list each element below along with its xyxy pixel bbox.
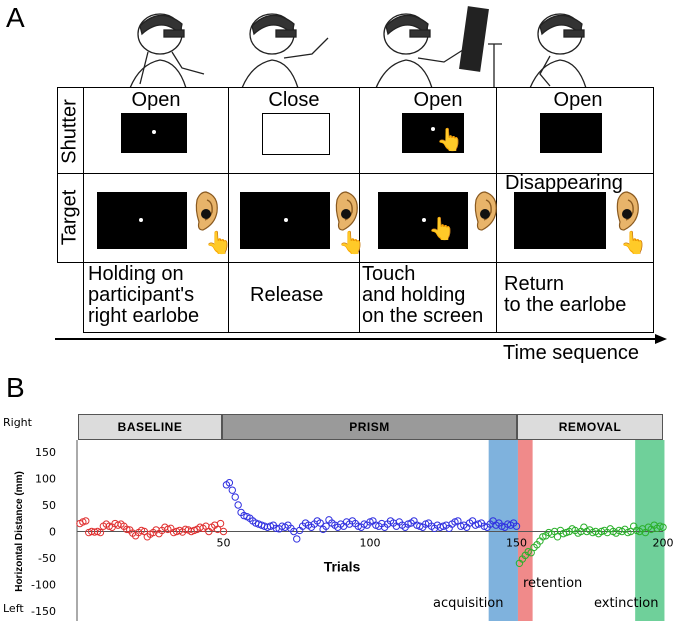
description-2: Release <box>250 285 360 306</box>
removal-data-point <box>553 533 562 541</box>
removal-data-point <box>659 523 667 531</box>
target-row-label-cell <box>57 173 84 263</box>
prism-data-point <box>512 522 521 530</box>
y-tick-label: -100 <box>31 579 56 592</box>
target-dot <box>422 218 426 222</box>
description-3: Touch and holding on the screen <box>362 264 498 327</box>
shutter-screen-3: 👆 <box>402 113 464 153</box>
shutter-screen-2-closed <box>262 113 330 155</box>
y-tick-label: 150 <box>35 446 56 459</box>
target-screen-3: 👆 <box>378 192 468 249</box>
x-tick-label: 150 <box>506 537 527 550</box>
target-screen-1 <box>97 192 187 249</box>
target-row-label: Target <box>58 189 81 246</box>
hand-icon: 👆 <box>205 230 233 255</box>
x-tick-label: 50 <box>217 537 231 550</box>
scatter-plot: 150 100 50 0 -50 -100 -150 50 100 150 200 Trials Hor… <box>14 440 674 621</box>
ear-icon <box>474 191 497 231</box>
shutter-state-2: Close <box>268 89 320 111</box>
y-tick-label: -150 <box>31 605 56 618</box>
prism-data-point <box>228 486 236 494</box>
description-3-line-2: and holding <box>362 284 466 306</box>
shutter-state-4: Open <box>553 89 603 111</box>
disappearing-label: Disappearing <box>505 172 623 194</box>
participant-figure-3 <box>375 6 502 89</box>
y-tick-label: 0 <box>49 526 56 539</box>
target-dot <box>152 130 156 134</box>
description-cell-4 <box>496 262 654 333</box>
left-direction-label: Left <box>3 602 24 615</box>
shutter-state-1: Open <box>131 89 181 111</box>
retention-annotation: retention <box>523 576 583 591</box>
prism-data-point <box>322 522 330 530</box>
target-dot <box>284 218 288 222</box>
hand-icon: 👆 <box>620 230 648 255</box>
extinction-annotation: extinction <box>594 596 659 611</box>
baseline-data-point <box>216 519 225 528</box>
hand-icon: 👆 <box>338 230 366 255</box>
description-1-line-1: Holding on <box>88 263 184 285</box>
x-tick-label: 100 <box>360 537 381 550</box>
participant-figure-2 <box>241 13 329 89</box>
description-4: Return to the earlobe <box>504 274 654 316</box>
baseline-data-point <box>123 525 131 534</box>
phase-prism: PRISM <box>222 414 517 440</box>
y-axis-label: Horizontal Distance (mm) <box>14 471 25 592</box>
panel-b-letter: B <box>6 372 25 403</box>
y-tick-label: 50 <box>42 499 56 512</box>
description-4-line-1: Return <box>504 273 565 295</box>
right-direction-label: Right <box>3 416 32 429</box>
prism-data-point <box>316 519 324 527</box>
acquisition-annotation: acquisition <box>433 596 504 611</box>
pointing-hand-icon: 👆 <box>436 127 464 152</box>
baseline-data-point <box>87 527 96 536</box>
target-dot <box>431 127 435 131</box>
description-cell-1 <box>83 262 229 333</box>
shutter-screen-1 <box>121 113 187 153</box>
ear-icon <box>195 191 218 231</box>
description-cell-2 <box>228 262 360 333</box>
description-4-line-2: to the earlobe <box>504 294 627 316</box>
target-screen-2 <box>240 192 330 249</box>
target-screen-4 <box>514 192 606 249</box>
description-1-line-3: right earlobe <box>88 305 200 327</box>
description-1-line-2: participant's <box>88 284 195 306</box>
prism-data-point <box>225 479 234 487</box>
participant-figure-1 <box>129 13 205 89</box>
baseline-data-point <box>82 517 90 525</box>
y-tick-label: -50 <box>38 552 56 565</box>
time-sequence-label: Time sequence <box>503 342 639 364</box>
pointing-hand-icon: 👆 <box>428 216 456 241</box>
target-dot <box>139 218 143 222</box>
baseline-data-point <box>96 528 105 537</box>
panel-a-letter: A <box>6 2 25 33</box>
retention-band <box>517 440 533 621</box>
prism-data-point <box>234 501 242 509</box>
description-cell-3 <box>359 262 497 333</box>
prism-data-point <box>293 535 301 543</box>
shutter-screen-4 <box>540 113 602 153</box>
description-3-line-1: Touch <box>362 263 416 285</box>
shutter-state-3: Open <box>413 89 463 111</box>
phase-baseline: BASELINE <box>78 414 222 440</box>
phase-removal: REMOVAL <box>517 414 663 440</box>
description-3-line-3: on the screen <box>362 305 484 327</box>
participant-illustrations <box>129 6 587 89</box>
x-tick-label: 200 <box>653 537 674 550</box>
y-tick-label: 100 <box>35 473 56 486</box>
participant-figure-4 <box>529 13 587 89</box>
time-sequence-arrow <box>55 334 667 344</box>
description-1: Holding on participant's right earlobe <box>88 264 230 327</box>
description-2-line-1: Release <box>250 284 324 306</box>
ear-icon <box>616 191 639 231</box>
baseline-data-point <box>90 528 99 536</box>
ear-icon <box>335 191 358 231</box>
baseline-data-point <box>219 527 228 536</box>
prism-data-point <box>231 493 239 501</box>
shutter-row-label-cell <box>57 87 84 174</box>
x-axis-label: Trials <box>324 559 361 575</box>
